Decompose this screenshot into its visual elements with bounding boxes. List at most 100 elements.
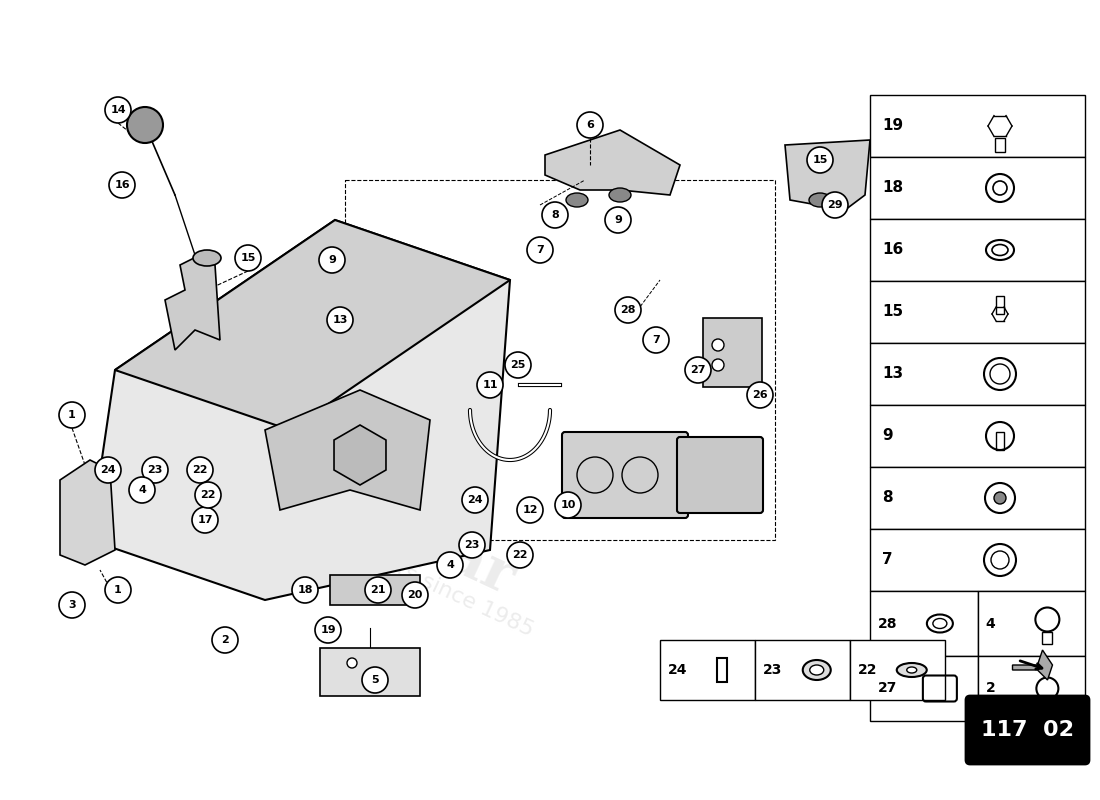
Text: 27: 27 xyxy=(878,682,898,695)
Ellipse shape xyxy=(896,663,926,677)
Circle shape xyxy=(712,339,724,351)
Polygon shape xyxy=(334,425,386,485)
Text: 25: 25 xyxy=(510,360,526,370)
Circle shape xyxy=(142,457,168,483)
Polygon shape xyxy=(60,460,116,565)
Bar xyxy=(850,640,945,700)
FancyBboxPatch shape xyxy=(703,318,762,387)
FancyBboxPatch shape xyxy=(562,432,688,518)
Ellipse shape xyxy=(808,193,830,207)
Text: 7: 7 xyxy=(882,553,892,567)
Bar xyxy=(870,529,1085,591)
Text: 117  02: 117 02 xyxy=(981,720,1074,740)
Bar xyxy=(870,281,1085,343)
Polygon shape xyxy=(1012,650,1053,680)
Circle shape xyxy=(437,552,463,578)
Text: 2: 2 xyxy=(221,635,229,645)
Bar xyxy=(330,575,420,605)
Circle shape xyxy=(994,492,1006,504)
Text: 26: 26 xyxy=(752,390,768,400)
Circle shape xyxy=(109,172,135,198)
Circle shape xyxy=(129,477,155,503)
Circle shape xyxy=(104,577,131,603)
Ellipse shape xyxy=(566,193,588,207)
Text: 13: 13 xyxy=(332,315,348,325)
Circle shape xyxy=(542,202,568,228)
Bar xyxy=(870,219,1085,281)
Bar xyxy=(870,467,1085,529)
Text: 17: 17 xyxy=(197,515,212,525)
Circle shape xyxy=(292,577,318,603)
Text: 15: 15 xyxy=(240,253,255,263)
Circle shape xyxy=(187,457,213,483)
Circle shape xyxy=(462,487,488,513)
Bar xyxy=(870,591,978,656)
Text: 23: 23 xyxy=(464,540,480,550)
Bar xyxy=(320,648,420,696)
Circle shape xyxy=(362,667,388,693)
Circle shape xyxy=(527,237,553,263)
Bar xyxy=(996,432,1004,450)
Text: 22: 22 xyxy=(200,490,216,500)
Text: a passion for parts since 1985: a passion for parts since 1985 xyxy=(223,480,537,640)
Text: 15: 15 xyxy=(812,155,827,165)
Circle shape xyxy=(104,97,131,123)
Text: 8: 8 xyxy=(882,490,892,506)
Bar xyxy=(870,343,1085,405)
Text: eurospar: eurospar xyxy=(236,433,524,607)
Circle shape xyxy=(346,658,358,668)
Text: 9: 9 xyxy=(882,429,892,443)
Text: 24: 24 xyxy=(468,495,483,505)
Text: 19: 19 xyxy=(882,118,903,134)
Bar xyxy=(870,656,978,721)
Bar xyxy=(870,95,1085,157)
Ellipse shape xyxy=(192,250,221,266)
Text: 1: 1 xyxy=(68,410,76,420)
Circle shape xyxy=(517,497,543,523)
Circle shape xyxy=(459,532,485,558)
Text: 27: 27 xyxy=(691,365,706,375)
Circle shape xyxy=(477,372,503,398)
Text: 10: 10 xyxy=(560,500,575,510)
Text: 7: 7 xyxy=(536,245,543,255)
Text: 8: 8 xyxy=(551,210,559,220)
Ellipse shape xyxy=(803,660,830,680)
FancyBboxPatch shape xyxy=(966,696,1089,764)
Text: 6: 6 xyxy=(586,120,594,130)
Text: 22: 22 xyxy=(513,550,528,560)
Bar xyxy=(717,658,727,682)
Text: 21: 21 xyxy=(371,585,386,595)
Bar xyxy=(978,656,1085,721)
Text: 12: 12 xyxy=(522,505,538,515)
Bar xyxy=(870,405,1085,467)
Polygon shape xyxy=(544,130,680,195)
Circle shape xyxy=(807,147,833,173)
Polygon shape xyxy=(116,220,510,430)
Bar xyxy=(978,591,1085,656)
Text: 4: 4 xyxy=(986,617,996,630)
Polygon shape xyxy=(265,390,430,510)
Text: 16: 16 xyxy=(114,180,130,190)
Text: 16: 16 xyxy=(882,242,903,258)
Text: 9: 9 xyxy=(328,255,336,265)
Text: 24: 24 xyxy=(668,663,688,677)
Circle shape xyxy=(192,507,218,533)
Circle shape xyxy=(327,307,353,333)
Circle shape xyxy=(507,542,534,568)
Circle shape xyxy=(212,627,238,653)
Circle shape xyxy=(235,245,261,271)
Text: 14: 14 xyxy=(110,105,125,115)
Circle shape xyxy=(59,402,85,428)
Polygon shape xyxy=(90,220,510,600)
Text: 3: 3 xyxy=(68,600,76,610)
Text: 13: 13 xyxy=(882,366,903,382)
Bar xyxy=(345,180,776,540)
Text: 23: 23 xyxy=(763,663,782,677)
Text: 9: 9 xyxy=(614,215,622,225)
Text: 23: 23 xyxy=(147,465,163,475)
Circle shape xyxy=(126,107,163,143)
Text: 18: 18 xyxy=(882,181,903,195)
Bar xyxy=(870,157,1085,219)
Text: 28: 28 xyxy=(620,305,636,315)
Text: 22: 22 xyxy=(858,663,878,677)
